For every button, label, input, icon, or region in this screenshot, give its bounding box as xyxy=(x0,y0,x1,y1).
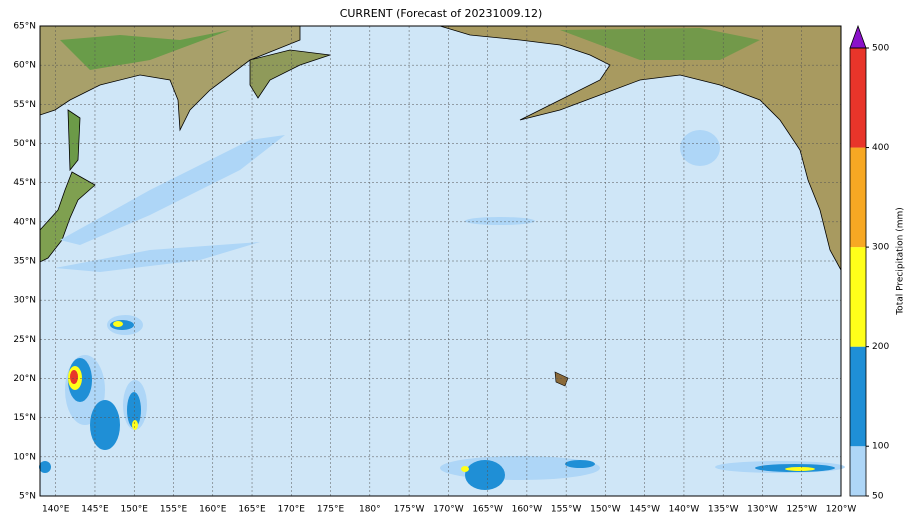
colorbar-tick-label: 200 xyxy=(872,342,889,352)
land-north-america xyxy=(439,25,842,271)
lat-label: 20°N xyxy=(13,374,36,384)
land-forest xyxy=(60,30,230,70)
colorbar-tick-label: 100 xyxy=(872,442,889,452)
lat-label: 60°N xyxy=(13,61,36,71)
lon-label: 145°E xyxy=(81,505,109,515)
lon-label: 150°E xyxy=(121,505,149,515)
lon-label: 155°E xyxy=(160,505,188,515)
precipitation xyxy=(39,130,845,490)
lon-label: 155°W xyxy=(551,505,582,515)
lon-label: 145°W xyxy=(629,505,660,515)
lat-label: 45°N xyxy=(13,178,36,188)
lon-label: 180° xyxy=(359,505,381,515)
lat-label: 25°N xyxy=(13,335,36,345)
lat-label: 10°N xyxy=(13,452,36,462)
lat-label: 40°N xyxy=(13,217,36,227)
lon-label: 170°W xyxy=(433,505,464,515)
lat-label: 65°N xyxy=(13,22,36,32)
land-kamchatka xyxy=(249,49,331,99)
colorbar-segment xyxy=(850,48,866,148)
title: CURRENT (Forecast of 20231009.12) xyxy=(340,7,543,20)
grid xyxy=(40,25,842,497)
lon-label: 175°W xyxy=(394,505,425,515)
colorbar-segment xyxy=(850,346,866,447)
land-hawaii xyxy=(554,371,569,387)
lon-label: 150°W xyxy=(590,505,621,515)
colorbar-tick-label: 500 xyxy=(872,44,889,54)
lon-label: 125°W xyxy=(786,505,817,515)
colorbar-title: Total Precipitation (mm) xyxy=(896,207,906,316)
colorbar-extend xyxy=(849,24,867,49)
lon-label: 170°E xyxy=(278,505,306,515)
colorbar: 50 100 200 300 400 500 xyxy=(849,24,889,502)
lat-label: 35°N xyxy=(13,257,36,267)
lon-label: 175°E xyxy=(317,505,345,515)
lat-label: 50°N xyxy=(13,139,36,149)
map-frame xyxy=(39,25,842,497)
lon-label: 165°W xyxy=(472,505,503,515)
colorbar-segment xyxy=(850,147,866,248)
colorbar-tick-label: 50 xyxy=(872,492,884,502)
colorbar-tick-label: 400 xyxy=(872,143,889,153)
lon-label: 165°E xyxy=(238,505,266,515)
colorbar-frame xyxy=(849,47,867,497)
land-japan xyxy=(39,171,96,263)
colorbar-segment xyxy=(850,446,866,496)
lat-label: 5°N xyxy=(19,492,36,502)
lon-label: 120°W xyxy=(826,505,857,515)
lon-label: 160°W xyxy=(512,505,543,515)
map xyxy=(39,25,845,497)
colorbar-tick-label: 300 xyxy=(872,243,889,253)
lat-label: 15°N xyxy=(13,413,36,423)
lon-label: 130°W xyxy=(747,505,778,515)
lat-label: 30°N xyxy=(13,296,36,306)
lon-label: 140°E xyxy=(42,505,70,515)
land-forest xyxy=(560,28,760,60)
lon-label: 160°E xyxy=(199,505,227,515)
land-sakhalin xyxy=(67,109,81,172)
lon-label: 135°W xyxy=(708,505,739,515)
lat-label: 55°N xyxy=(13,100,36,110)
colorbar-segment xyxy=(850,247,866,347)
lon-label: 140°W xyxy=(669,505,700,515)
